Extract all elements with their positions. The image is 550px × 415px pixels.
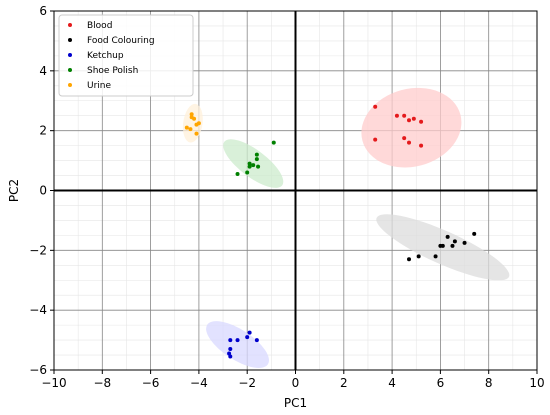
x-tick-label: −10 [41,376,66,390]
legend: Blood Food Colouring Ketchup Shoe Polish Uri… [58,14,194,97]
point-shoe-polish [235,172,240,177]
y-tick-label: 6 [39,4,47,18]
legend-marker-food-colouring [68,38,72,42]
x-tick-label: −8 [93,376,111,390]
x-tick-label: 2 [340,376,348,390]
point-shoe-polish [254,152,259,157]
point-food-colouring [416,254,421,259]
zero-lines [54,11,537,370]
point-food-colouring [440,243,445,248]
point-food-colouring [462,240,467,245]
x-tick-label: −4 [190,376,208,390]
point-blood [411,116,416,121]
point-ketchup [228,354,233,359]
point-blood [419,119,424,124]
x-tick-label: 0 [292,376,300,390]
y-tick-label: 0 [39,184,47,198]
point-urine [194,122,199,127]
point-ketchup [228,347,233,352]
point-food-colouring [472,231,477,236]
point-urine [192,116,197,121]
point-blood [407,140,412,145]
x-tick-label: 6 [437,376,445,390]
point-shoe-polish [247,161,252,166]
x-tick-label: −6 [142,376,160,390]
legend-label-shoe-polish: Shoe Polish [87,66,138,76]
legend-marker-urine [68,83,72,87]
point-food-colouring [452,239,457,244]
legend-marker-blood [68,23,72,27]
point-ketchup [247,330,252,335]
point-shoe-polish [271,140,276,145]
point-blood [394,113,399,118]
point-food-colouring [445,234,450,239]
y-tick-label: −6 [29,363,47,377]
point-urine [184,125,189,130]
legend-label-urine: Urine [87,81,111,91]
point-shoe-polish [251,163,256,168]
data-points [184,104,477,359]
point-urine [194,131,199,136]
point-blood [419,143,424,148]
point-urine [189,112,194,117]
legend-label-blood: Blood [87,21,112,31]
point-blood [373,104,378,109]
ellipse-blood [361,87,462,168]
x-tick-label: 10 [529,376,544,390]
point-shoe-polish [245,170,250,175]
legend-box [58,14,194,97]
point-ketchup [235,338,240,343]
point-shoe-polish [256,164,261,169]
x-tick-label: −2 [238,376,256,390]
y-tick-label: −4 [29,303,47,317]
y-tick-label: 2 [39,124,47,138]
y-axis-label: PC2 [7,179,21,202]
point-food-colouring [433,254,438,259]
point-ketchup [245,335,250,340]
confidence-ellipses [182,87,510,368]
point-ketchup [228,338,233,343]
point-blood [402,136,407,141]
legend-label-ketchup: Ketchup [87,51,124,61]
point-food-colouring [450,243,455,248]
x-axis-label: PC1 [284,396,307,410]
y-tick-label: −2 [29,243,47,257]
point-food-colouring [407,257,412,262]
point-blood [402,113,407,118]
legend-marker-ketchup [68,53,72,57]
point-shoe-polish [247,164,252,169]
point-shoe-polish [254,157,259,162]
point-urine [188,127,193,132]
legend-label-food-colouring: Food Colouring [87,36,155,46]
point-blood [373,137,378,142]
ellipse-ketchup [206,321,269,368]
ellipse-urine [182,103,203,143]
point-ketchup [227,351,232,356]
point-blood [407,118,412,123]
axis-ticks: −10 −8 −6 −4 −2 0 2 4 6 8 10 −6 −4 −2 0 2 4 6 [29,4,544,390]
y-tick-label: 4 [39,64,47,78]
x-tick-label: 8 [485,376,493,390]
point-ketchup [254,338,259,343]
legend-marker-shoe-polish [68,68,72,72]
x-tick-label: 4 [388,376,396,390]
